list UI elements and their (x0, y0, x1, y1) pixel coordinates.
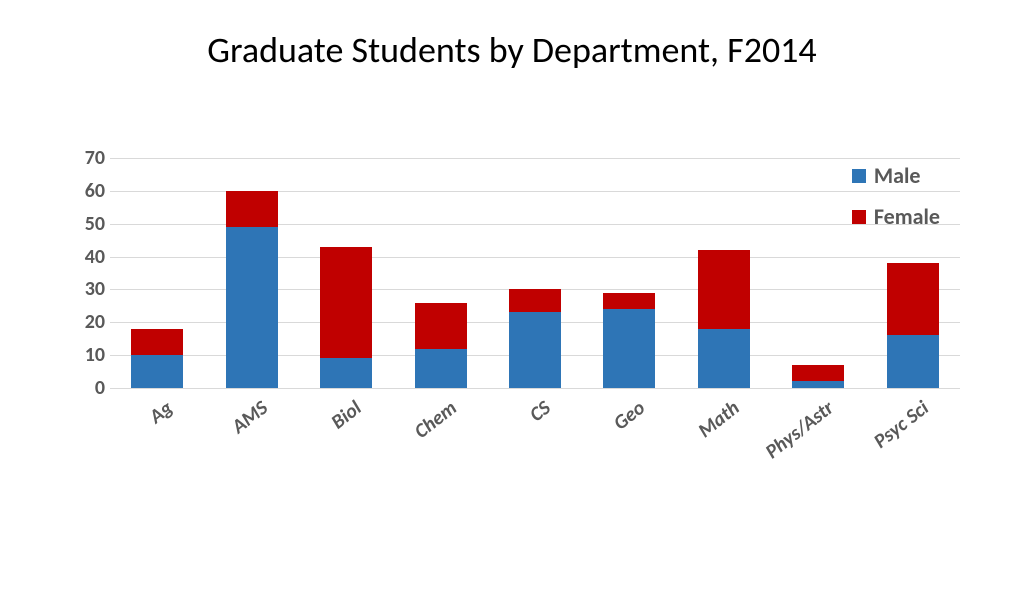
y-tick-label: 40 (60, 245, 105, 269)
legend-item: Female (852, 203, 940, 230)
y-tick-label: 20 (60, 310, 105, 334)
bar-segment-male (792, 381, 844, 388)
bar-segment-male (415, 349, 467, 388)
bar-segment-female (603, 293, 655, 309)
bars-container (110, 158, 960, 388)
bar-segment-female (320, 247, 372, 359)
bar-segment-female (509, 289, 561, 312)
bar-segment-male (603, 309, 655, 388)
y-tick-label: 60 (60, 179, 105, 203)
x-tick-label: Math (694, 396, 745, 443)
bar-segment-female (792, 365, 844, 381)
x-tick-label: Ag (145, 396, 178, 429)
y-tick-label: 10 (60, 343, 105, 367)
x-tick-label: Biol (327, 396, 367, 434)
bar-segment-male (509, 312, 561, 388)
x-tick-label: Psyc Sci (869, 396, 933, 454)
chart-area: 010203040506070 MaleFemale AgAMSBiolChem… (60, 158, 960, 438)
legend-swatch (852, 210, 866, 224)
plot-area: Male Female (110, 158, 960, 389)
bar-segment-female (131, 329, 183, 355)
bar-segment-male (226, 227, 278, 388)
y-tick-label: 50 (60, 212, 105, 236)
bar-segment-female (698, 250, 750, 329)
bar-segment-female (415, 303, 467, 349)
legend: Male Female (852, 162, 940, 244)
legend-item: Male (852, 162, 940, 189)
y-tick-label: 30 (60, 277, 105, 301)
bar-segment-female (226, 191, 278, 227)
x-tick-label: CS (525, 396, 555, 427)
legend-label: Female (874, 203, 940, 230)
chart-title: Graduate Students by Department, F2014 (0, 28, 1024, 72)
bar-segment-male (131, 355, 183, 388)
bar-segment-male (698, 329, 750, 388)
y-tick-label: 70 (60, 146, 105, 170)
bar-segment-female (887, 263, 939, 335)
legend-swatch (852, 169, 866, 183)
y-tick-label: 0 (60, 376, 105, 400)
bar-segment-male (320, 358, 372, 388)
x-tick-label: Phys/Astr (761, 396, 839, 464)
x-tick-label: Geo (609, 396, 650, 435)
x-tick-label: Chem (409, 396, 461, 444)
bar-segment-male (887, 335, 939, 388)
x-tick-label: AMS (227, 396, 272, 439)
legend-label: Male (874, 162, 921, 189)
